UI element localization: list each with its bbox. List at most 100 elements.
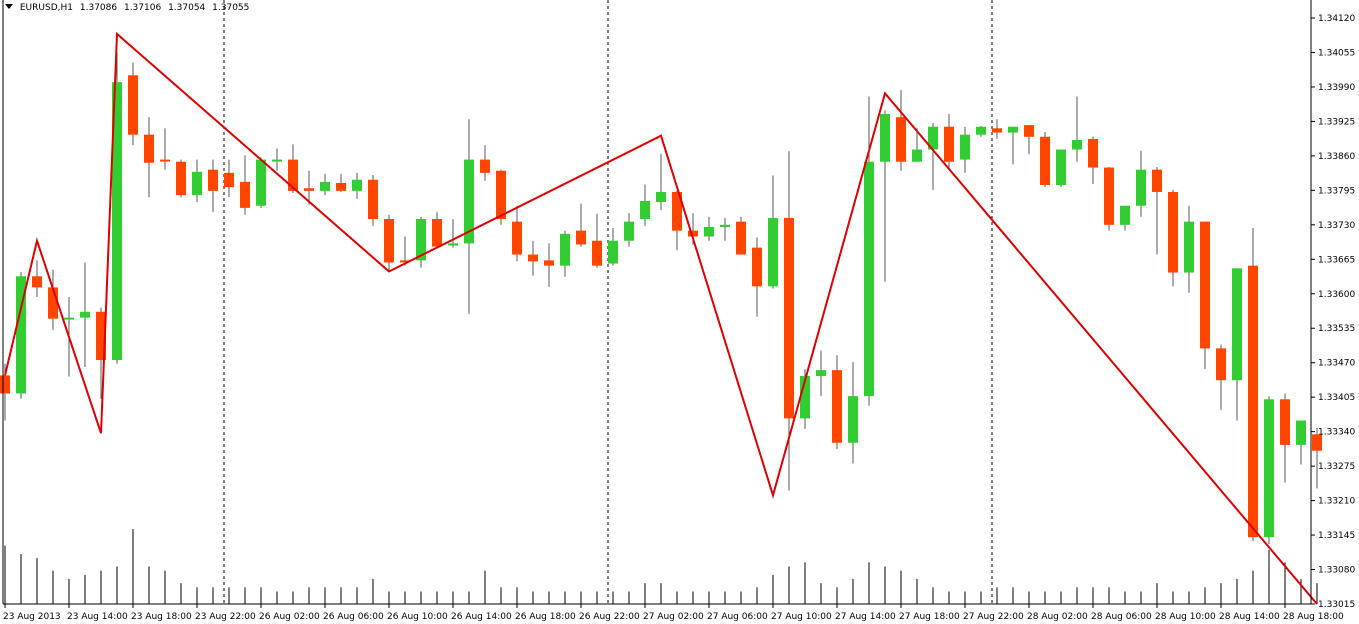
candle-body-bull [1264, 399, 1274, 538]
candle-body-bull [352, 179, 362, 191]
price-tick-label: 1.33535 [1318, 324, 1355, 334]
ohlc-open: 1.37086 [79, 3, 118, 13]
time-tick-label: 27 Aug 02:00 [643, 612, 704, 622]
candle [864, 96, 874, 406]
candle-body-bull [272, 159, 282, 162]
candle [784, 151, 794, 491]
candle-body-bull [64, 317, 74, 320]
candle [432, 212, 442, 248]
candle [144, 117, 154, 198]
candle-body-bear [528, 254, 538, 262]
candle [16, 272, 26, 399]
candle [672, 190, 682, 251]
candle [608, 228, 618, 266]
candle [976, 126, 986, 137]
candle-body-bull [80, 311, 90, 318]
candle [448, 218, 458, 248]
price-tick-label: 1.33275 [1318, 462, 1355, 472]
price-tick-label: 1.33080 [1318, 566, 1355, 576]
candle [352, 172, 362, 199]
candle-body-bear [944, 126, 954, 162]
time-tick-label: 26 Aug 06:00 [323, 612, 384, 622]
candle-body-bull [864, 161, 874, 397]
ohlc-close: 1.37055 [212, 3, 250, 13]
price-tick-label: 1.33210 [1318, 497, 1355, 507]
candle [1232, 268, 1242, 421]
candle-body-bear [1104, 167, 1114, 225]
candle [1184, 205, 1194, 293]
candle-body-bull [448, 243, 458, 246]
candle-body-bull [1072, 139, 1082, 150]
candle [560, 230, 570, 277]
candle [1200, 221, 1210, 370]
candle [960, 126, 970, 173]
candle [928, 123, 938, 190]
candle [96, 307, 106, 399]
candle-body-bear [512, 221, 522, 255]
candle-body-bear [176, 161, 186, 196]
candle [1216, 344, 1226, 410]
candle [224, 159, 234, 198]
candle-body-bear [784, 217, 794, 419]
candle [336, 173, 346, 192]
candle [304, 170, 314, 205]
candle [192, 159, 202, 203]
candle-body-bear [736, 221, 746, 255]
candle [1264, 396, 1274, 545]
candle [1312, 427, 1322, 489]
candle [768, 175, 778, 289]
candle-body-bear [240, 181, 250, 208]
symbol-name: EURUSD,H1 [19, 3, 73, 13]
price-tick-label: 1.33795 [1318, 186, 1355, 196]
volume-histogram [4, 529, 1318, 604]
candle [384, 214, 394, 272]
candle [720, 217, 730, 241]
candle [176, 159, 186, 198]
candle-body-bear [576, 230, 586, 245]
candle-body-bear [1216, 348, 1226, 381]
candle-body-bear [208, 169, 218, 191]
candle [48, 269, 58, 330]
ohlc-high: 1.37106 [123, 3, 162, 13]
candle-body-bear [1088, 138, 1098, 168]
candle [112, 52, 122, 364]
candle [736, 216, 746, 255]
candle-body-bear [304, 188, 314, 191]
time-tick-label: 26 Aug 22:00 [579, 612, 640, 622]
candle [32, 260, 42, 297]
candle-body-bull [1120, 205, 1130, 225]
candle-body-bear [752, 247, 762, 287]
price-tick-label: 1.33990 [1318, 83, 1355, 93]
time-tick-label: 26 Aug 14:00 [451, 612, 512, 622]
price-tick-label: 1.34055 [1318, 48, 1355, 58]
candle-body-bear [128, 75, 138, 135]
candle [752, 237, 762, 317]
candle [320, 173, 330, 196]
candle-body-bear [544, 260, 554, 266]
candle-body-bull [720, 224, 730, 227]
candle-body-bull [256, 159, 266, 206]
candle-body-bull [960, 134, 970, 160]
axes [2, 0, 1312, 605]
candle [464, 119, 474, 314]
price-tick-label: 1.33405 [1318, 393, 1355, 403]
candle [480, 145, 490, 181]
candlestick-series [0, 52, 1322, 545]
candle-body-bear [1040, 136, 1050, 186]
candle-body-bear [1312, 434, 1322, 451]
candle-body-bull [560, 233, 570, 266]
ohlc-low: 1.37054 [168, 3, 206, 13]
candle [592, 213, 602, 268]
time-axis: 23 Aug 2013 23 Aug 14:00 23 Aug 18:00 23 Au… [3, 604, 1344, 622]
candle [576, 203, 586, 247]
candle [544, 243, 554, 287]
chevron-down-icon[interactable] [5, 4, 13, 9]
time-tick-label: 27 Aug 14:00 [835, 612, 896, 622]
candle-body-bear [32, 276, 42, 288]
candle-body-bear [672, 191, 682, 231]
candle-body-bull [976, 126, 986, 135]
candle-body-bear [48, 287, 58, 319]
candle [832, 355, 842, 450]
time-tick-label: 27 Aug 18:00 [899, 612, 960, 622]
